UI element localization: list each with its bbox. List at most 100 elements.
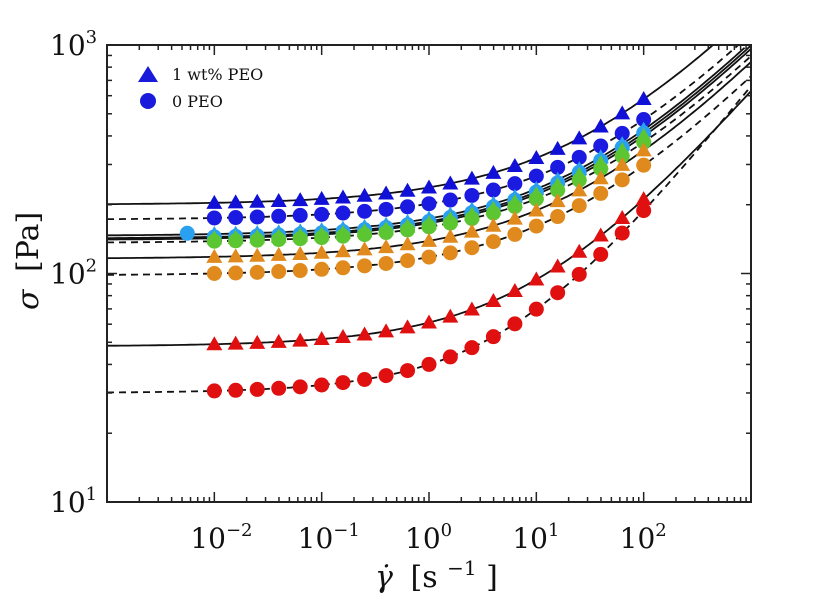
point-green-0	[593, 161, 609, 177]
point-green-0	[636, 134, 652, 150]
point-red-0	[271, 380, 287, 396]
x-tick-label: 10−2	[190, 520, 252, 555]
point-red-0	[400, 363, 416, 379]
legend-marker-triangle	[138, 66, 158, 82]
point-green-0	[507, 199, 523, 215]
y-tick-label: 102	[50, 256, 97, 291]
point-red-peo	[334, 329, 351, 344]
point-red-peo	[442, 308, 459, 323]
point-blue-0	[271, 208, 287, 224]
point-green-0	[421, 219, 437, 235]
point-orange-0	[442, 245, 458, 261]
point-blue-peo	[227, 194, 244, 209]
point-green-0	[464, 211, 480, 227]
point-orange-peo	[270, 246, 287, 261]
point-orange-peo	[485, 217, 502, 232]
point-orange-peo	[614, 156, 631, 171]
point-red-peo	[463, 301, 480, 316]
point-blue-0	[357, 203, 373, 219]
point-blue-peo	[614, 105, 631, 120]
point-blue-peo	[206, 194, 223, 209]
point-blue-0	[421, 196, 437, 212]
point-red-0	[571, 266, 587, 282]
point-red-0	[421, 356, 437, 372]
point-blue-peo	[442, 175, 459, 190]
point-red-0	[335, 375, 351, 391]
point-orange-0	[228, 265, 244, 281]
point-blue-peo	[334, 189, 351, 204]
point-orange-0	[550, 209, 566, 225]
point-red-peo	[399, 319, 416, 334]
point-red-0	[206, 383, 222, 399]
point-blue-0	[593, 138, 609, 154]
point-blue-peo	[249, 193, 266, 208]
point-blue-0	[292, 207, 308, 223]
x-axis-symbol: γ̇	[375, 560, 393, 595]
point-red-peo	[528, 271, 545, 286]
point-blue-0	[485, 182, 501, 198]
y-axis-unit: [Pa]	[11, 212, 46, 272]
point-green-0	[206, 233, 222, 249]
point-blue-0	[249, 209, 265, 225]
point-orange-peo	[356, 241, 373, 256]
point-red-peo	[313, 331, 330, 346]
point-red-0	[378, 368, 394, 384]
point-red-0	[249, 381, 265, 397]
point-red-peo	[292, 332, 309, 347]
point-orange-0	[593, 185, 609, 201]
point-blue-peo	[313, 190, 330, 205]
point-green-0	[228, 233, 244, 249]
point-blue-peo	[571, 130, 588, 145]
point-red-peo	[571, 243, 588, 258]
legend-label-0peo: 0 PEO	[172, 92, 223, 111]
legend-marker-circle	[140, 93, 156, 109]
point-red-0	[292, 379, 308, 395]
point-red-0	[314, 377, 330, 393]
point-green-0	[400, 222, 416, 238]
point-red-0	[357, 372, 373, 388]
point-blue-peo	[378, 185, 395, 200]
point-blue-0	[314, 206, 330, 222]
point-orange-peo	[378, 239, 395, 254]
point-red-0	[614, 225, 630, 241]
point-red-0	[485, 329, 501, 345]
x-axis-unit-exp: −1	[447, 556, 476, 580]
point-orange-0	[614, 172, 630, 188]
x-axis-unit-close: ]	[486, 560, 498, 595]
x-tick-label: 10−1	[298, 520, 360, 555]
point-blue-0	[335, 205, 351, 221]
x-tick-label: 101	[512, 520, 559, 555]
x-tick-label: 100	[405, 520, 452, 555]
point-red-peo	[485, 293, 502, 308]
point-blue-0	[571, 149, 587, 165]
point-red-peo	[270, 333, 287, 348]
point-blue-0	[228, 210, 244, 226]
point-blue-0	[636, 112, 652, 128]
point-blue-peo	[463, 170, 480, 185]
point-orange-peo	[528, 202, 545, 217]
point-green-0	[249, 232, 265, 248]
point-orange-peo	[421, 232, 437, 247]
point-blue-0	[550, 159, 566, 175]
point-green-0	[614, 148, 630, 164]
point-blue-0	[507, 176, 523, 192]
point-red-0	[636, 203, 652, 219]
point-green-0	[442, 215, 458, 231]
point-green-0	[335, 228, 351, 244]
point-blue-peo	[485, 164, 502, 179]
point-orange-0	[378, 255, 394, 271]
point-orange-0	[335, 260, 351, 276]
point-orange-0	[464, 240, 480, 256]
point-blue-peo	[635, 91, 652, 106]
point-blue-peo	[506, 157, 523, 172]
point-orange-0	[528, 218, 544, 234]
point-orange-0	[314, 261, 330, 277]
point-red-peo	[506, 283, 523, 298]
point-blue-peo	[549, 140, 566, 155]
point-red-peo	[227, 335, 244, 350]
axis-ticks	[106, 45, 751, 503]
point-orange-0	[400, 253, 416, 269]
point-red-peo	[549, 258, 566, 273]
point-orange-0	[357, 258, 373, 274]
x-tick-label: 102	[620, 520, 667, 555]
